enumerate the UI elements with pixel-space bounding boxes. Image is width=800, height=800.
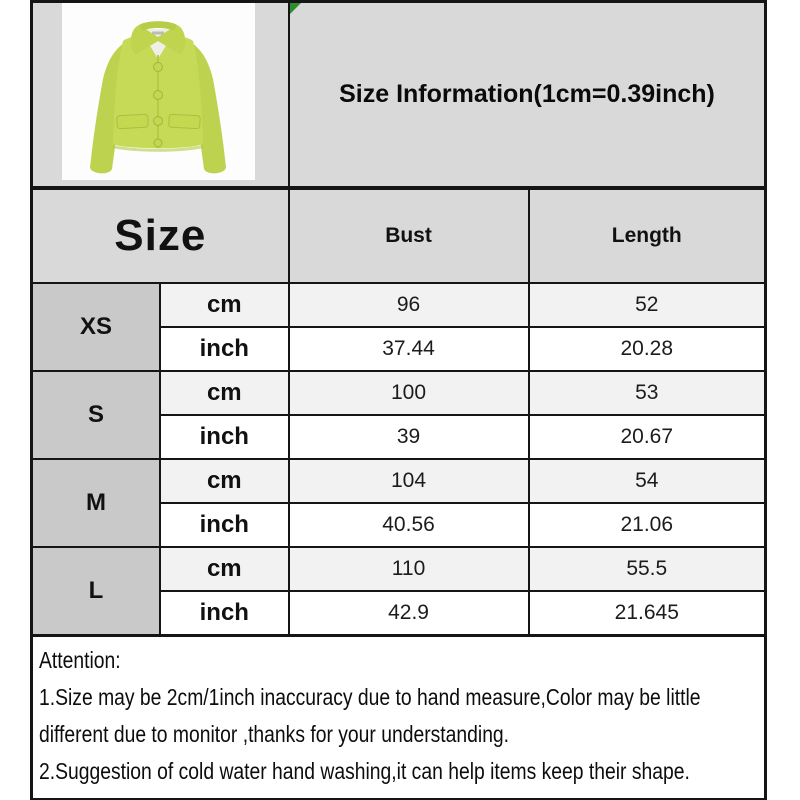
size-label-xs: XS: [30, 282, 162, 372]
unit-cell: cm: [159, 282, 290, 328]
bust-value: 37.44: [287, 326, 530, 372]
cell-corner-marker: [290, 3, 301, 14]
bust-value: 104: [287, 458, 530, 504]
header-length: Length: [527, 188, 767, 284]
size-label-m: M: [30, 458, 162, 548]
unit-cell: inch: [159, 502, 290, 548]
unit-cell: cm: [159, 370, 290, 416]
size-chart-sheet: Size Information(1cm=0.39inch) Size Bust…: [30, 0, 767, 800]
length-value: 20.67: [527, 414, 767, 460]
length-value: 21.06: [527, 502, 767, 548]
attention-note-2: 2.Suggestion of cold water hand washing,…: [39, 758, 690, 784]
unit-cell: inch: [159, 590, 290, 637]
header-size: Size: [30, 188, 290, 284]
table-row: L cm 110 55.5: [30, 546, 767, 637]
table-row: inch 40.56 21.06: [32, 502, 767, 548]
unit-cell: cm: [159, 458, 290, 504]
bust-value: 96: [287, 282, 530, 328]
table-row: inch 42.9 21.645: [32, 590, 767, 637]
length-value: 55.5: [527, 546, 767, 592]
bust-value: 39: [287, 414, 530, 460]
bust-value: 110: [287, 546, 530, 592]
attention-note-1-cont: different due to monitor ,thanks for you…: [39, 721, 510, 747]
bust-value: 40.56: [287, 502, 530, 548]
unit-cell: cm: [159, 546, 290, 592]
jacket-image: [90, 21, 226, 174]
page-title: Size Information(1cm=0.39inch): [339, 80, 715, 108]
header-bust: Bust: [287, 188, 530, 284]
bust-value: 42.9: [287, 590, 530, 637]
top-section: Size Information(1cm=0.39inch): [30, 0, 767, 188]
table-row: XS cm 96 52: [30, 282, 767, 372]
title-cell: Size Information(1cm=0.39inch): [290, 3, 764, 186]
attention-note-1: 1.Size may be 2cm/1inch inaccuracy due t…: [39, 684, 701, 710]
table-row: S cm 100 53: [30, 370, 767, 460]
bust-value: 100: [287, 370, 530, 416]
table-header-row: Size Bust Length: [30, 188, 767, 284]
size-table: Size Bust Length XS cm 96 52 inch 37.44 …: [30, 188, 767, 637]
table-row: inch 39 20.67: [32, 414, 767, 460]
unit-cell: inch: [159, 326, 290, 372]
length-value: 54: [527, 458, 767, 504]
product-image-cell: [33, 3, 290, 186]
size-label-s: S: [30, 370, 162, 460]
length-value: 21.645: [527, 590, 767, 637]
product-photo: [62, 3, 255, 180]
length-value: 20.28: [527, 326, 767, 372]
size-label-l: L: [30, 546, 162, 637]
length-value: 52: [527, 282, 767, 328]
table-row: M cm 104 54: [30, 458, 767, 548]
length-value: 53: [527, 370, 767, 416]
attention-heading: Attention:: [39, 647, 121, 673]
unit-cell: inch: [159, 414, 290, 460]
attention-box: Attention: 1.Size may be 2cm/1inch inacc…: [30, 637, 767, 800]
table-row: inch 37.44 20.28: [32, 326, 767, 372]
